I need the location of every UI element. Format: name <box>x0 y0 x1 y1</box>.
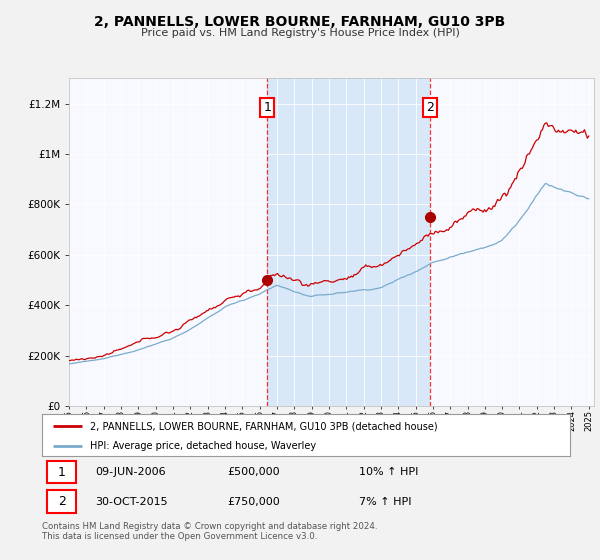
Text: 1: 1 <box>58 465 66 479</box>
Text: 7% ↑ HPI: 7% ↑ HPI <box>359 497 412 507</box>
Text: 1: 1 <box>263 101 271 114</box>
Text: 2: 2 <box>58 495 66 508</box>
Text: Price paid vs. HM Land Registry's House Price Index (HPI): Price paid vs. HM Land Registry's House … <box>140 28 460 38</box>
Text: £500,000: £500,000 <box>227 467 280 477</box>
Text: 2: 2 <box>426 101 434 114</box>
Text: 2, PANNELLS, LOWER BOURNE, FARNHAM, GU10 3PB (detached house): 2, PANNELLS, LOWER BOURNE, FARNHAM, GU10… <box>89 421 437 431</box>
FancyBboxPatch shape <box>47 491 76 513</box>
Text: 09-JUN-2006: 09-JUN-2006 <box>95 467 166 477</box>
Text: 2, PANNELLS, LOWER BOURNE, FARNHAM, GU10 3PB: 2, PANNELLS, LOWER BOURNE, FARNHAM, GU10… <box>94 15 506 29</box>
Text: 30-OCT-2015: 30-OCT-2015 <box>95 497 167 507</box>
Text: HPI: Average price, detached house, Waverley: HPI: Average price, detached house, Wave… <box>89 441 316 451</box>
Text: £750,000: £750,000 <box>227 497 280 507</box>
Text: Contains HM Land Registry data © Crown copyright and database right 2024.
This d: Contains HM Land Registry data © Crown c… <box>42 522 377 542</box>
Bar <box>267 78 430 406</box>
FancyBboxPatch shape <box>47 461 76 483</box>
Text: 10% ↑ HPI: 10% ↑ HPI <box>359 467 418 477</box>
